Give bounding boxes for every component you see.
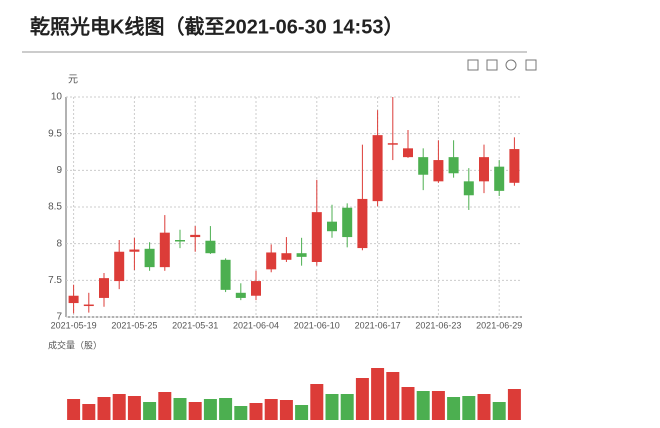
volume-bar [249,403,263,420]
y-tick-label: 9.5 [48,128,62,139]
candle-body [327,221,337,232]
volume-bar [97,397,111,420]
volume-bar [112,394,126,420]
volume-bar [416,391,430,420]
volume-bar [279,400,293,420]
candle-body [175,240,185,242]
candle-body [68,295,79,304]
candle-body [494,166,505,191]
volume-bar [340,394,354,420]
x-tick-label: 2021-06-10 [294,320,340,330]
volume-bar [82,404,96,420]
candle-body [372,135,383,202]
volume-bar [507,389,521,420]
chart-title: 乾照光电K线图（截至2021-06-30 14:53） [30,14,403,38]
candle-body [418,157,429,175]
volume-bar [188,402,202,420]
volume-bar [127,396,141,420]
volume-bar [219,398,233,420]
volume-bar [158,392,172,420]
candle-body [448,157,459,174]
candle-body [205,240,216,254]
candle-body [433,160,444,182]
volume-bar [431,391,445,420]
toolbar [467,59,537,71]
candle-body [190,234,201,238]
volume-bar [447,397,461,420]
volume-bar [371,368,385,420]
x-tick-label: 2021-06-04 [233,320,279,330]
y-tick-label: 9 [56,165,62,176]
volume-bar [310,384,324,420]
volume-bar [401,387,415,420]
candle-body [296,253,307,257]
candle-body [129,249,140,252]
volume-bar [67,399,81,420]
volume-bar [173,398,187,420]
volume-bar [477,394,491,420]
tool-back[interactable] [486,59,498,71]
candle-body [281,253,292,260]
volume-bar [234,406,248,420]
candle-body [342,207,353,238]
candle-body [387,143,398,145]
candle-body [220,259,231,290]
candle-body [357,198,368,249]
tool-zoom[interactable] [467,59,479,71]
y-tick-label: 7.5 [48,275,62,286]
tool-restore[interactable] [505,59,517,71]
candle-body [251,281,261,296]
x-tick-label: 2021-06-17 [355,320,401,330]
candle-body [159,232,170,268]
volume-label: 成交量（股） [48,339,102,350]
volume-bar [386,372,400,420]
y-axis-label: 元 [68,75,78,86]
candle-body [311,212,322,262]
y-tick-label: 7 [56,312,62,323]
y-tick-label: 10 [51,92,63,103]
volume-bar [295,405,309,420]
x-tick-label: 2021-05-19 [51,320,97,330]
candle-body [99,278,109,298]
candle-body [403,148,413,158]
volume-bar [203,399,217,420]
candle-body [83,304,94,307]
candle-body [144,248,155,268]
volume-bar [492,402,506,420]
volume-bar [143,402,157,420]
x-tick-label: 2021-06-23 [415,320,461,330]
volume-bar [325,394,339,420]
y-tick-label: 8 [56,238,62,249]
candle-body [463,181,474,196]
volume-bar [264,399,278,420]
volume-bar [355,378,369,420]
candle-body [235,292,246,298]
candle-body [266,252,277,270]
volume-bar [462,396,476,420]
y-tick-label: 8.5 [48,202,62,213]
tool-save[interactable] [525,59,537,71]
candle-body [509,149,520,183]
candle-body [479,157,489,182]
x-tick-label: 2021-05-25 [111,320,157,330]
candle-body [114,251,125,282]
x-tick-label: 2021-05-31 [172,320,218,330]
x-tick-label: 2021-06-29 [476,320,522,330]
